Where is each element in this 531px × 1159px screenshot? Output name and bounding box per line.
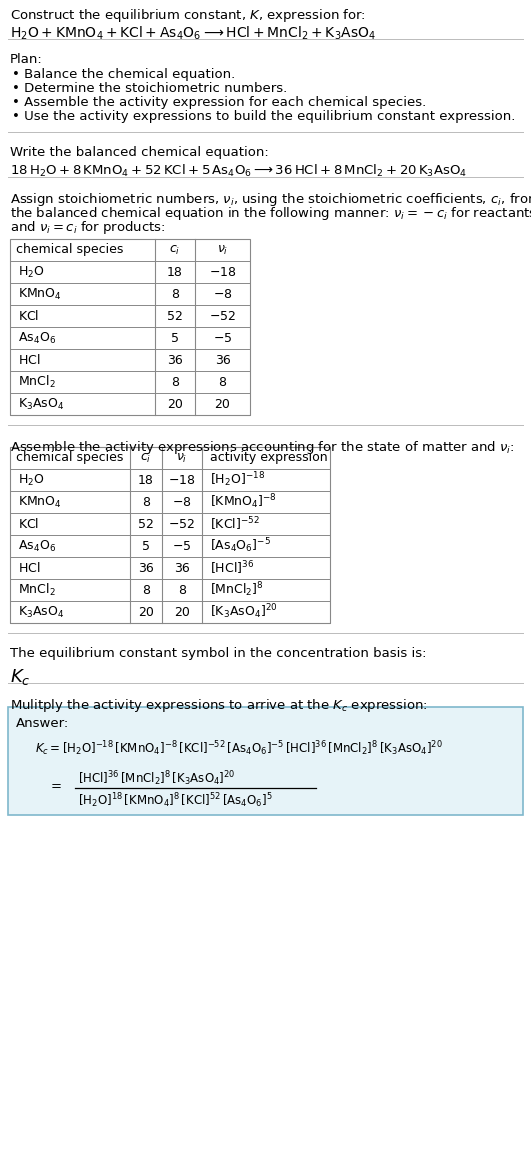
Text: $-5$: $-5$ [173,539,192,553]
Text: 5: 5 [142,539,150,553]
Text: Answer:: Answer: [16,717,69,730]
Text: $\mathrm{KMnO_4}$: $\mathrm{KMnO_4}$ [18,286,62,301]
Text: $\mathrm{H_2O + KMnO_4 + KCl + As_4O_6 \longrightarrow HCl + MnCl_2 + K_3AsO_4}$: $\mathrm{H_2O + KMnO_4 + KCl + As_4O_6 \… [10,25,376,43]
Text: Plan:: Plan: [10,53,43,66]
Text: $\mathrm{MnCl_2}$: $\mathrm{MnCl_2}$ [18,582,56,598]
Text: $-5$: $-5$ [213,331,232,344]
Text: Mulitply the activity expressions to arrive at the $K_c$ expression:: Mulitply the activity expressions to arr… [10,697,428,714]
Text: 20: 20 [167,398,183,410]
Text: $-8$: $-8$ [213,287,232,300]
Text: $\mathrm{KCl}$: $\mathrm{KCl}$ [18,517,39,531]
Text: $[\mathrm{H_2O}]^{18}\,[\mathrm{KMnO_4}]^{8}\,[\mathrm{KCl}]^{52}\,[\mathrm{As_4: $[\mathrm{H_2O}]^{18}\,[\mathrm{KMnO_4}]… [78,790,272,810]
Text: 20: 20 [174,605,190,619]
Text: Assign stoichiometric numbers, $\nu_i$, using the stoichiometric coefficients, $: Assign stoichiometric numbers, $\nu_i$, … [10,191,531,207]
Text: $\mathrm{MnCl_2}$: $\mathrm{MnCl_2}$ [18,374,56,391]
Text: $[\mathrm{HCl}]^{36}$: $[\mathrm{HCl}]^{36}$ [210,560,254,577]
Text: $\mathrm{As_4O_6}$: $\mathrm{As_4O_6}$ [18,539,56,554]
Text: $K_c$: $K_c$ [10,666,31,687]
Text: 5: 5 [171,331,179,344]
Text: $\mathrm{KCl}$: $\mathrm{KCl}$ [18,309,39,323]
Text: 8: 8 [142,583,150,597]
Text: 8: 8 [142,496,150,509]
Text: 20: 20 [138,605,154,619]
Text: $\nu_i$: $\nu_i$ [217,243,228,256]
Text: $\nu_i$: $\nu_i$ [176,452,187,465]
Text: 36: 36 [215,353,230,366]
Text: $[\mathrm{KCl}]^{-52}$: $[\mathrm{KCl}]^{-52}$ [210,516,260,533]
Text: 8: 8 [171,376,179,388]
Text: $\mathrm{K_3AsO_4}$: $\mathrm{K_3AsO_4}$ [18,605,64,620]
Text: and $\nu_i = c_i$ for products:: and $\nu_i = c_i$ for products: [10,219,166,236]
Text: $-18$: $-18$ [209,265,236,278]
Text: 36: 36 [167,353,183,366]
Text: The equilibrium constant symbol in the concentration basis is:: The equilibrium constant symbol in the c… [10,647,426,659]
Text: $c_i$: $c_i$ [169,243,181,256]
Text: $\mathrm{HCl}$: $\mathrm{HCl}$ [18,561,40,575]
Text: 36: 36 [138,561,154,575]
Text: $-18$: $-18$ [168,474,196,487]
Text: Write the balanced chemical equation:: Write the balanced chemical equation: [10,146,269,159]
Text: 20: 20 [215,398,230,410]
Text: 36: 36 [174,561,190,575]
Text: chemical species: chemical species [16,452,123,465]
Text: Construct the equilibrium constant, $K$, expression for:: Construct the equilibrium constant, $K$,… [10,7,366,24]
Text: • Assemble the activity expression for each chemical species.: • Assemble the activity expression for e… [12,96,426,109]
Text: 52: 52 [138,518,154,531]
Text: 8: 8 [178,583,186,597]
Text: chemical species: chemical species [16,243,123,256]
Text: $\mathrm{H_2O}$: $\mathrm{H_2O}$ [18,473,45,488]
Text: 18: 18 [167,265,183,278]
Text: Assemble the activity expressions accounting for the state of matter and $\nu_i$: Assemble the activity expressions accoun… [10,439,515,455]
Text: $\mathrm{HCl}$: $\mathrm{HCl}$ [18,353,40,367]
FancyBboxPatch shape [8,707,523,815]
Text: • Balance the chemical equation.: • Balance the chemical equation. [12,68,235,81]
Text: $c_i$: $c_i$ [140,452,152,465]
Text: 8: 8 [171,287,179,300]
Text: 18: 18 [138,474,154,487]
Text: activity expression: activity expression [210,452,328,465]
Text: $=$: $=$ [48,779,62,792]
Text: $K_c = [\mathrm{H_2O}]^{-18}\,[\mathrm{KMnO_4}]^{-8}\,[\mathrm{KCl}]^{-52}\,[\ma: $K_c = [\mathrm{H_2O}]^{-18}\,[\mathrm{K… [35,739,443,758]
Text: $\mathrm{H_2O}$: $\mathrm{H_2O}$ [18,264,45,279]
Text: $\mathrm{KMnO_4}$: $\mathrm{KMnO_4}$ [18,495,62,510]
Text: • Determine the stoichiometric numbers.: • Determine the stoichiometric numbers. [12,82,287,95]
Text: $[\mathrm{HCl}]^{36}\,[\mathrm{MnCl_2}]^{8}\,[\mathrm{K_3AsO_4}]^{20}$: $[\mathrm{HCl}]^{36}\,[\mathrm{MnCl_2}]^… [78,770,236,788]
Text: 52: 52 [167,309,183,322]
Text: $[\mathrm{K_3AsO_4}]^{20}$: $[\mathrm{K_3AsO_4}]^{20}$ [210,603,278,621]
Text: $[\mathrm{H_2O}]^{-18}$: $[\mathrm{H_2O}]^{-18}$ [210,471,265,489]
Bar [10,447,330,624]
Text: $\mathrm{K_3AsO_4}$: $\mathrm{K_3AsO_4}$ [18,396,64,411]
Text: $-52$: $-52$ [168,518,195,531]
Text: the balanced chemical equation in the following manner: $\nu_i = -c_i$ for react: the balanced chemical equation in the fo… [10,205,531,223]
Text: $\mathrm{As_4O_6}$: $\mathrm{As_4O_6}$ [18,330,56,345]
Text: $[\mathrm{MnCl_2}]^{8}$: $[\mathrm{MnCl_2}]^{8}$ [210,581,264,599]
Text: • Use the activity expressions to build the equilibrium constant expression.: • Use the activity expressions to build … [12,110,516,123]
Text: $[\mathrm{KMnO_4}]^{-8}$: $[\mathrm{KMnO_4}]^{-8}$ [210,493,277,511]
Bar [10,239,250,415]
Text: $-52$: $-52$ [209,309,236,322]
Text: $[\mathrm{As_4O_6}]^{-5}$: $[\mathrm{As_4O_6}]^{-5}$ [210,537,271,555]
Text: $-8$: $-8$ [172,496,192,509]
Text: $18\,\mathrm{H_2O} + 8\,\mathrm{KMnO_4} + 52\,\mathrm{KCl} + 5\,\mathrm{As_4O_6}: $18\,\mathrm{H_2O} + 8\,\mathrm{KMnO_4} … [10,163,467,180]
Text: 8: 8 [218,376,227,388]
